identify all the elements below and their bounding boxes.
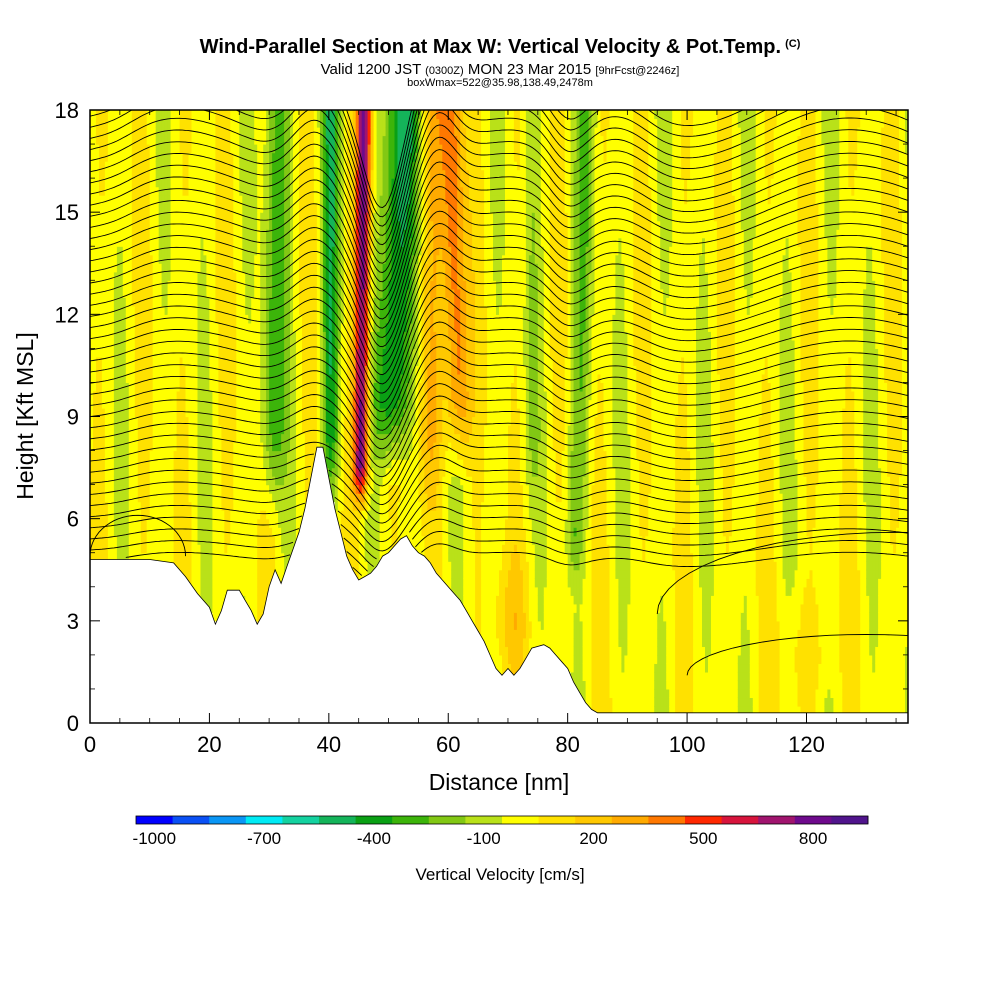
cross-section-chart: 0 20 40 60 80 100 1200369121518 Distance [nm] … — [0, 0, 1000, 1000]
